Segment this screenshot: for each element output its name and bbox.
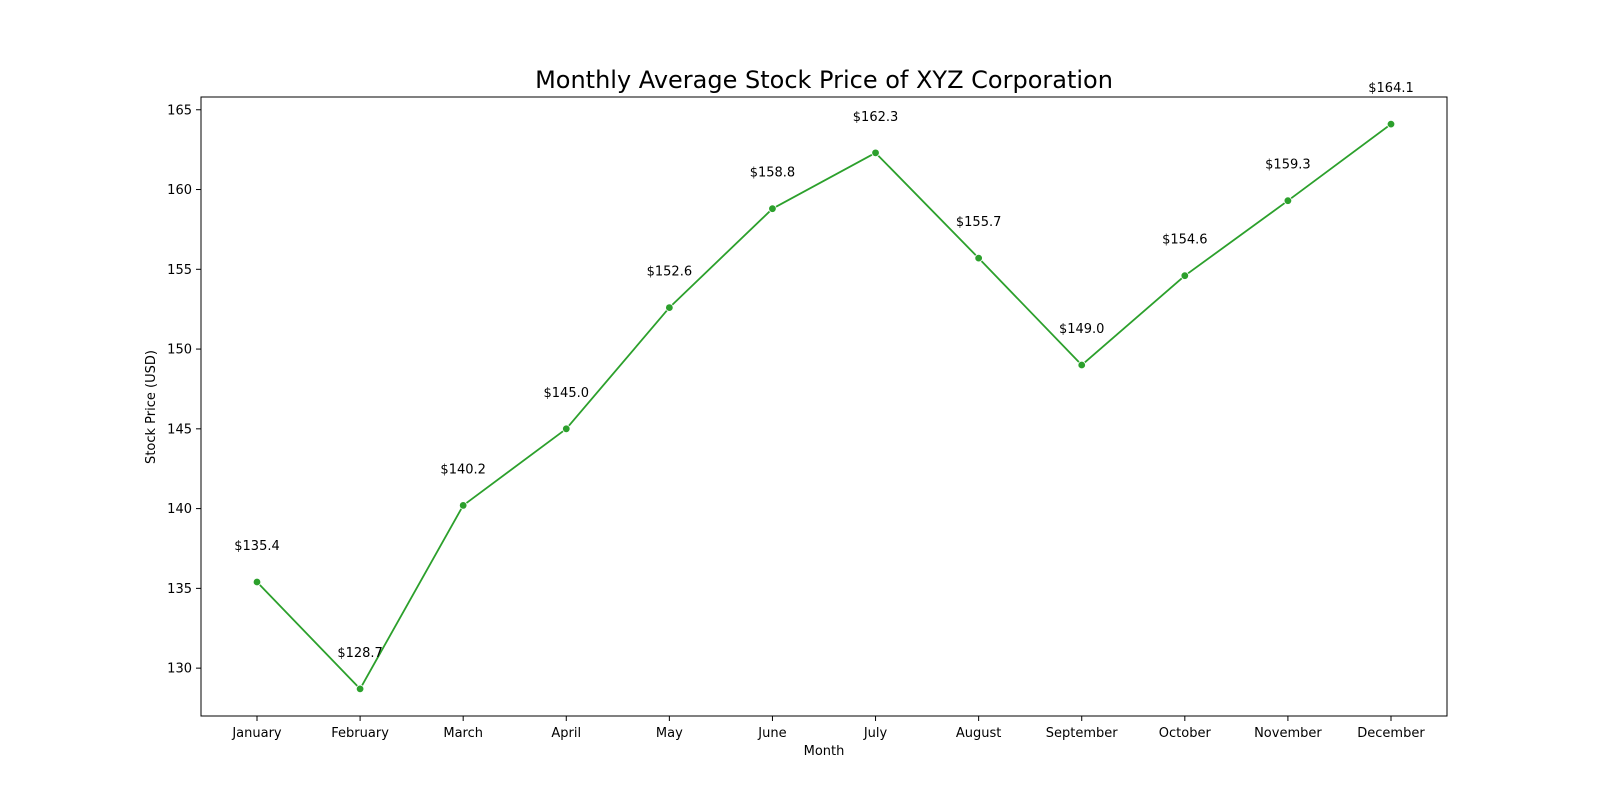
data-label: $154.6 <box>1162 233 1208 248</box>
series-line <box>256 123 1392 690</box>
data-point <box>1077 360 1086 370</box>
data-point <box>871 148 880 158</box>
data-point <box>355 684 365 694</box>
data-point <box>562 424 571 434</box>
chart-title: Monthly Average Stock Price of XYZ Corpo… <box>535 66 1113 94</box>
y-tick-label: 135 <box>167 582 192 597</box>
y-tick-label: 160 <box>167 183 192 198</box>
x-tick-label: October <box>1159 726 1212 741</box>
y-tick-label: 150 <box>167 343 192 358</box>
x-tick-label: July <box>863 726 888 741</box>
x-tick-label: November <box>1254 726 1322 741</box>
data-point <box>665 303 674 312</box>
x-tick-label: September <box>1046 726 1119 741</box>
x-tick-label: May <box>656 726 683 741</box>
data-label: $155.7 <box>956 215 1002 230</box>
data-label: $145.0 <box>544 386 590 401</box>
data-point <box>974 253 983 263</box>
data-point <box>1386 119 1396 129</box>
x-tick-label: April <box>551 726 581 741</box>
data-label: $140.2 <box>440 462 486 477</box>
y-axis-title: Stock Price (USD) <box>144 350 159 464</box>
y-tick-label: 165 <box>167 103 192 118</box>
data-label: $152.6 <box>647 265 693 280</box>
plot-frame <box>200 96 1448 717</box>
data-point <box>252 577 262 587</box>
data-point <box>458 501 468 510</box>
x-tick-label: January <box>231 726 282 741</box>
x-tick-label: December <box>1357 726 1425 741</box>
x-tick-label: August <box>956 726 1002 741</box>
data-label: $158.8 <box>750 166 796 181</box>
data-label: $128.7 <box>337 646 383 661</box>
x-tick-label: June <box>757 726 786 741</box>
data-point <box>1283 196 1293 205</box>
x-tick-label: March <box>443 726 483 741</box>
data-label: $164.1 <box>1368 81 1414 96</box>
y-tick-label: 145 <box>167 422 192 437</box>
x-tick-label: February <box>331 726 389 741</box>
data-label: $149.0 <box>1059 322 1105 337</box>
y-tick-label: 130 <box>167 662 192 677</box>
data-point <box>1180 271 1190 280</box>
x-axis-title: Month <box>804 744 845 759</box>
y-tick-label: 155 <box>167 263 192 278</box>
data-label: $159.3 <box>1265 158 1311 173</box>
data-label: $162.3 <box>853 110 899 125</box>
data-point <box>768 204 777 213</box>
data-label: $135.4 <box>234 539 280 554</box>
plot-area: 130 135 140 145 150 155 160 165 January February M… <box>167 81 1425 741</box>
y-tick-label: 140 <box>167 502 192 517</box>
